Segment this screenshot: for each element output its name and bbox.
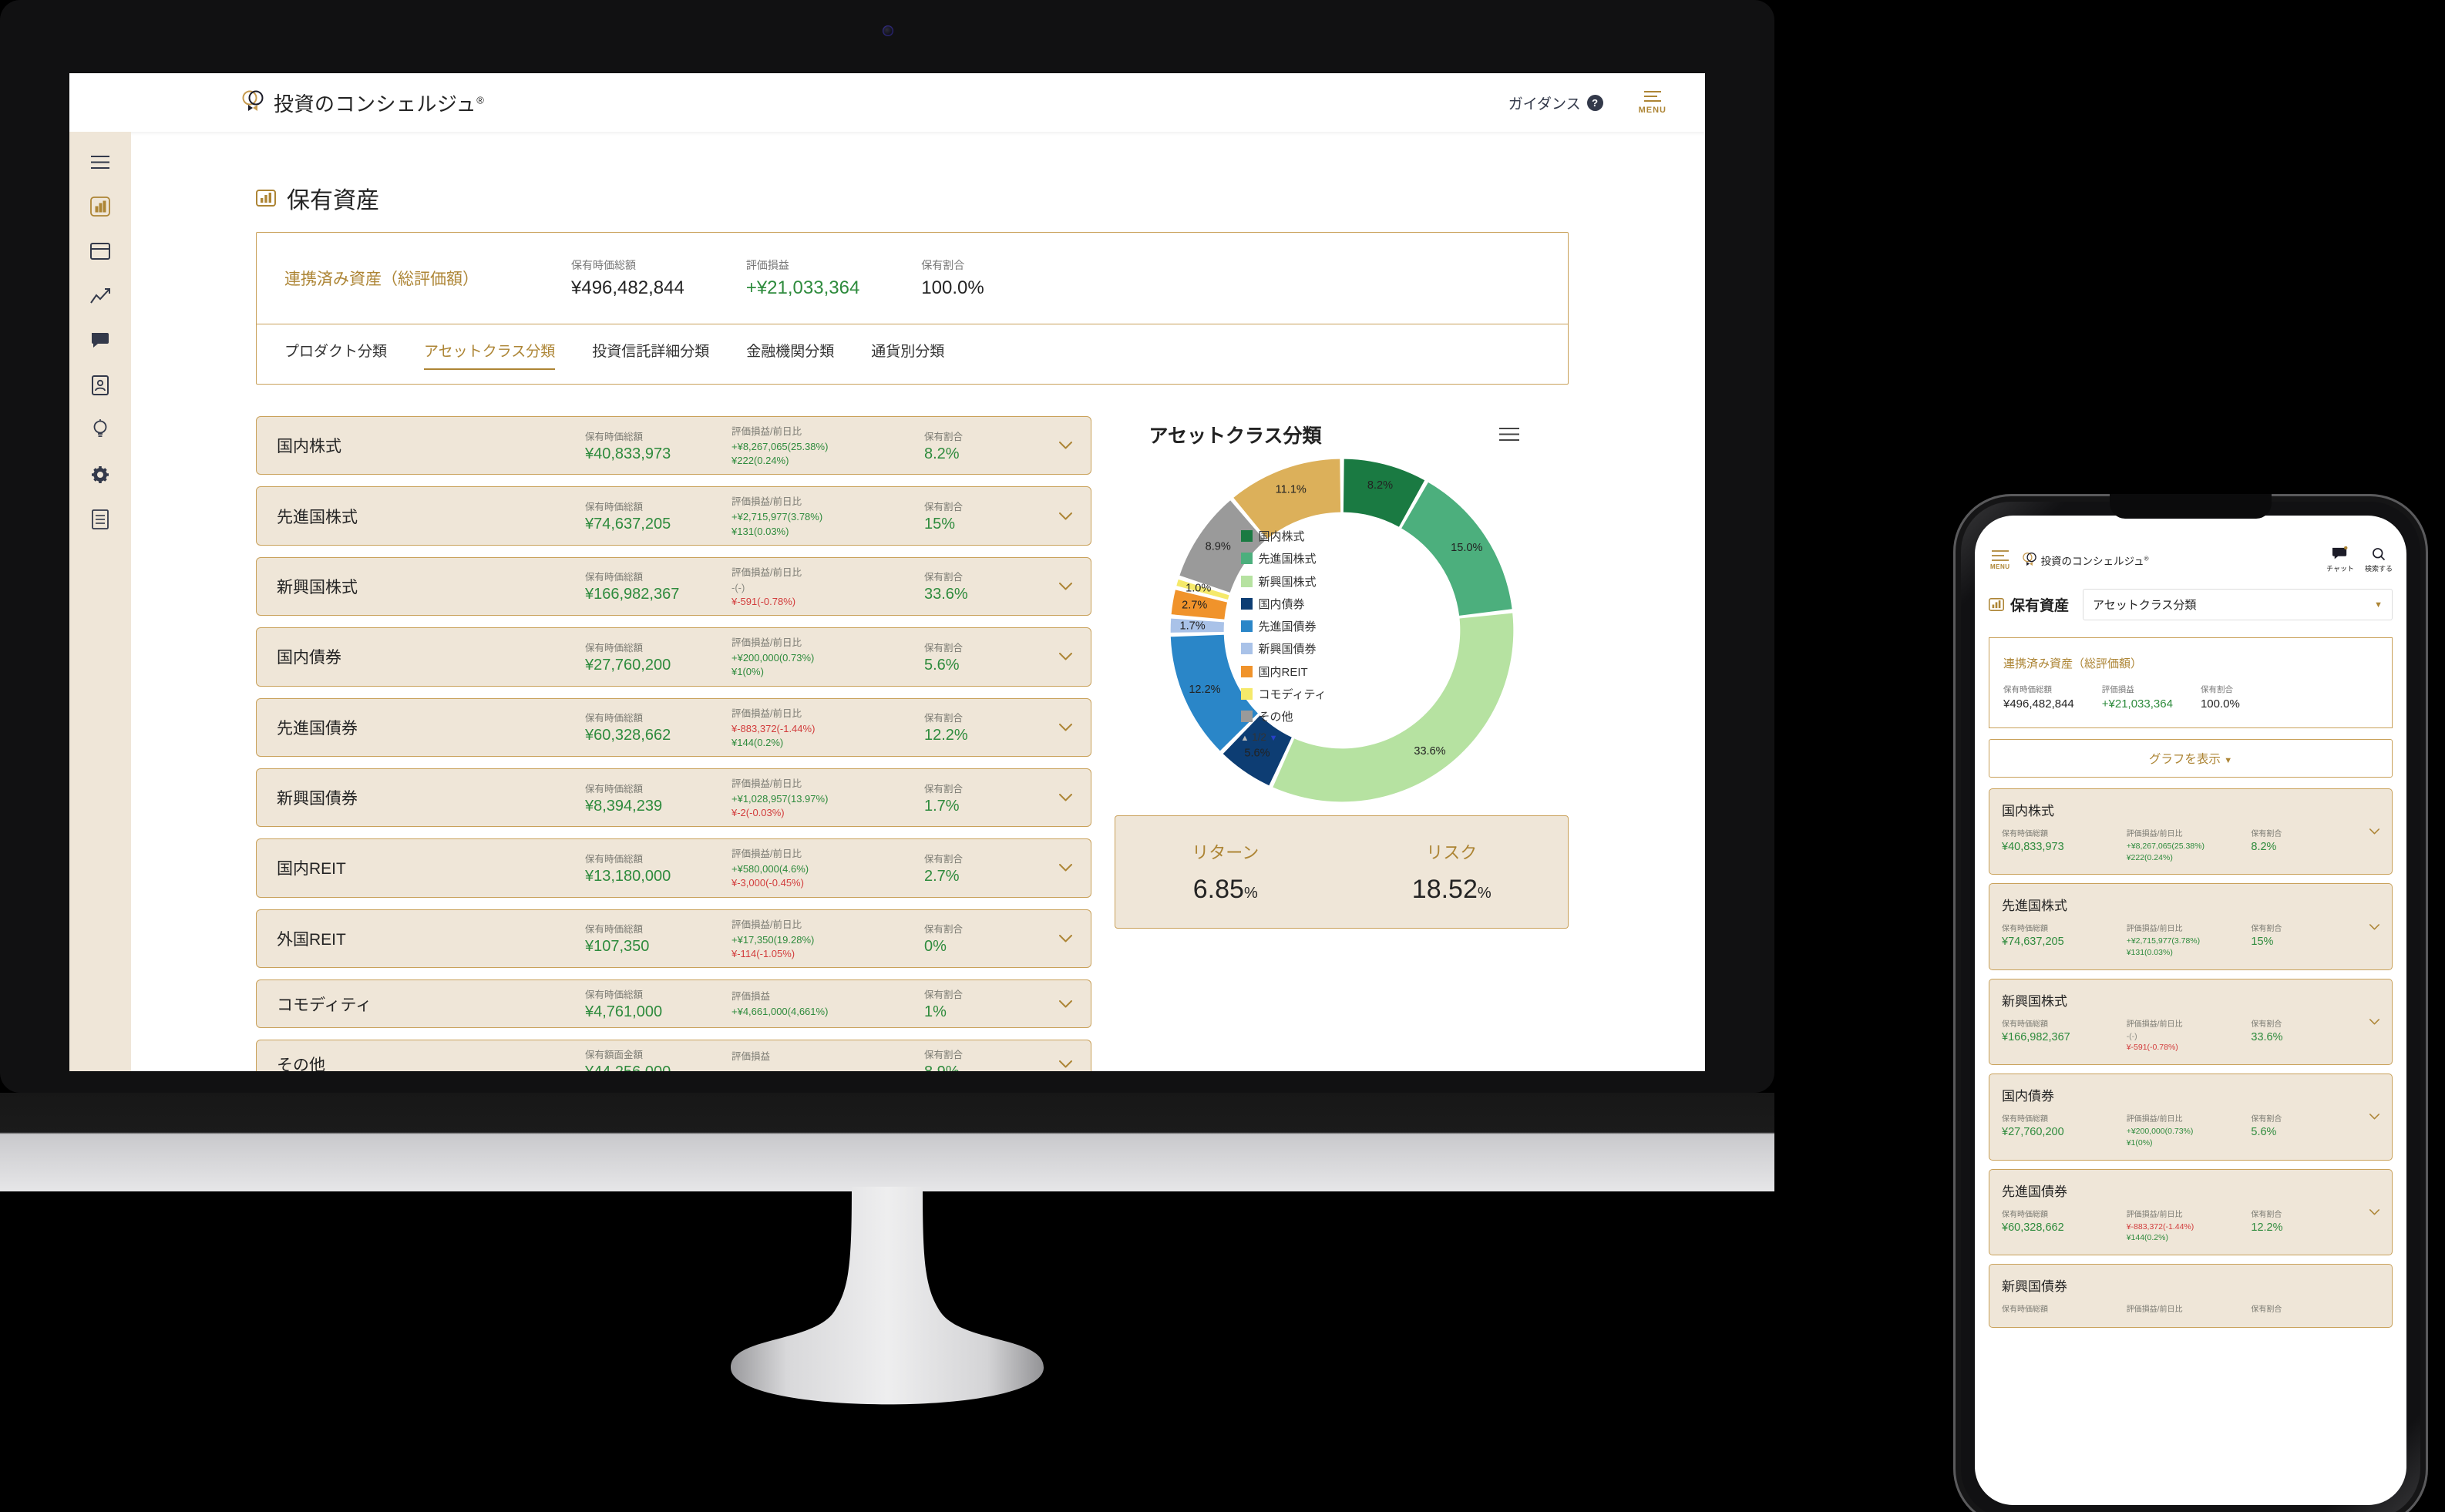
svg-text:15.0%: 15.0% (1451, 542, 1482, 554)
svg-text:1.7%: 1.7% (1179, 620, 1205, 632)
svg-text:2.7%: 2.7% (1182, 600, 1207, 612)
svg-text:5.6%: 5.6% (1244, 748, 1270, 760)
svg-text:11.1%: 11.1% (1275, 484, 1306, 496)
svg-text:8.2%: 8.2% (1367, 479, 1392, 492)
svg-text:33.6%: 33.6% (1414, 745, 1445, 758)
svg-text:8.9%: 8.9% (1205, 540, 1230, 553)
svg-text:12.2%: 12.2% (1189, 684, 1220, 696)
